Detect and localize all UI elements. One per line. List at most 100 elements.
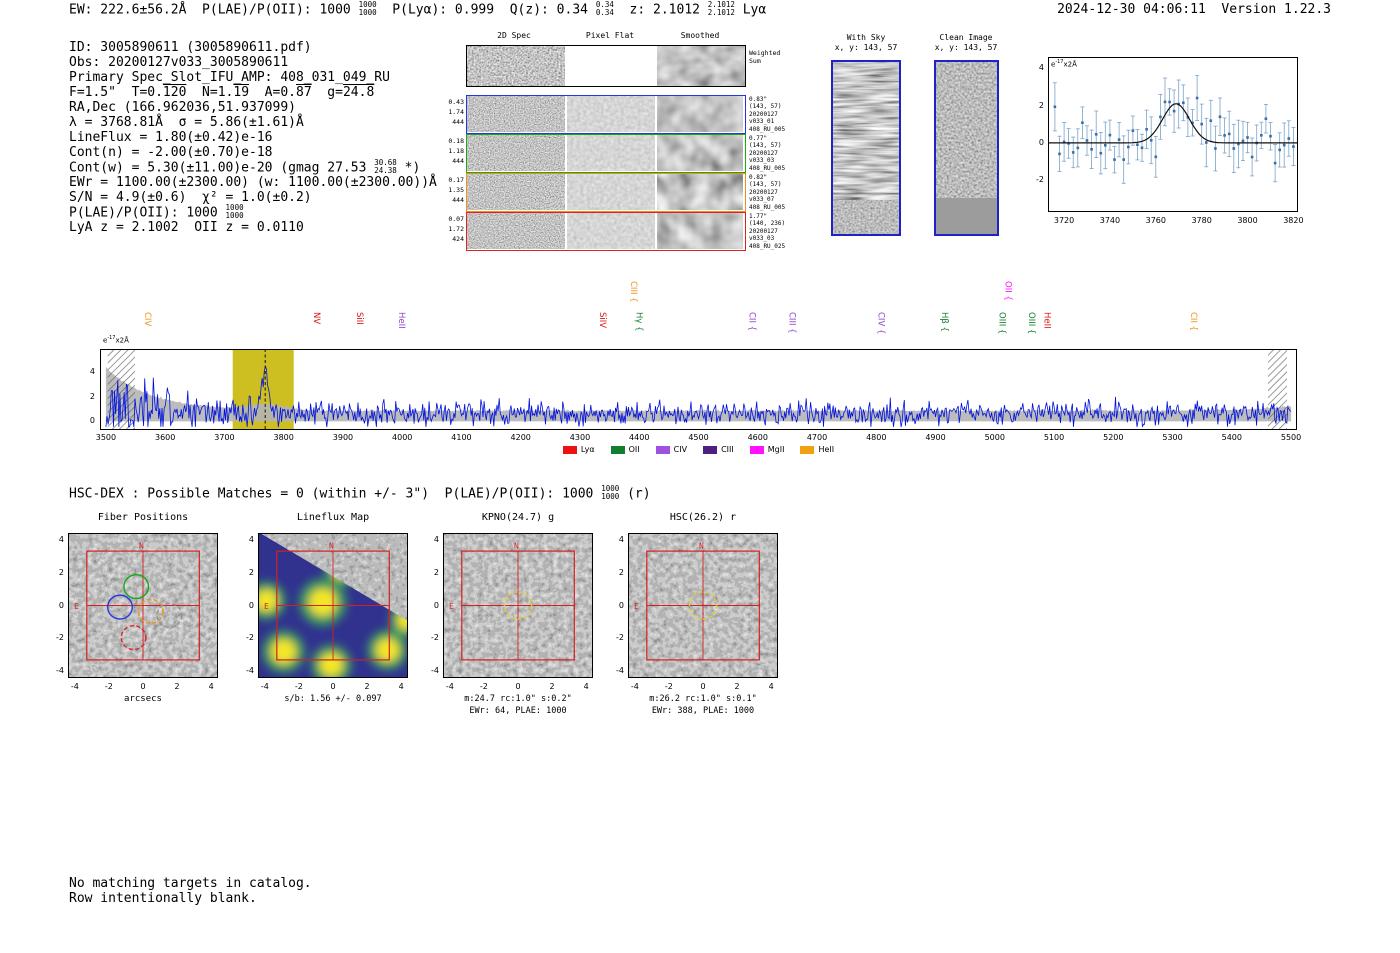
spectrum-x-tick-label: 4800	[866, 433, 887, 442]
fiber-strip-2d	[467, 96, 565, 132]
cutout-x-tick-label: 2	[174, 682, 180, 691]
fit-x-tick-label: 3780	[1191, 216, 1212, 225]
spectrum-x-tick-label: 4400	[629, 433, 650, 442]
fiber-row	[466, 173, 746, 212]
cutout-x-tick-label: 2	[364, 682, 370, 691]
emission-line-label: NV	[310, 312, 321, 325]
emission-line-label: SiIV	[597, 312, 607, 329]
strip-left-labels: 0.17 1.35 444	[448, 176, 464, 204]
cutout-title-lineflux_map: Lineflux Map	[296, 512, 370, 523]
spectrum-x-tick-label: 4600	[747, 433, 768, 442]
spectrum-x-tick-label: 3800	[273, 433, 294, 442]
cutout-y-tick-label: 0	[58, 600, 64, 610]
info-line: ID: 3005890611 (3005890611.pdf)	[69, 40, 312, 55]
hscdex-summary: HSC-DEX : Possible Matches = 0 (within +…	[69, 484, 651, 502]
strip-right-labels: 0.83" (143, 57) 20200127 v033_01 408_RU_005	[749, 96, 786, 133]
emission-line-label: CIV {	[875, 312, 886, 335]
emission-line-label: CIII {	[627, 281, 638, 303]
svg-text:E: E	[634, 602, 639, 611]
legend-label: MgII	[767, 445, 785, 454]
spectrum-x-tick-label: 3700	[214, 433, 235, 442]
emission-line-label: HeII	[396, 312, 407, 329]
spectrum-y-tick-label: 2	[89, 391, 95, 401]
spectrum-x-tick-label: 3600	[154, 433, 176, 442]
stacked-fraction: 1000 1000	[358, 0, 377, 17]
timestamp-version: 2024-12-30 04:06:11 Version 1.22.3	[1057, 2, 1331, 17]
legend-item: MgII	[749, 445, 785, 454]
cutout-caption: m:26.2 rc:1.0" s:0.1"	[649, 694, 757, 704]
info-line: P(LAE)/P(OII): 1000 1000 1000	[69, 203, 244, 221]
fiber-row	[466, 95, 746, 134]
cutout-x-tick-label: 0	[140, 682, 146, 691]
detection-summary-line: EW: 222.6±56.2Å P(LAE)/P(OII): 1000 1000…	[69, 0, 767, 18]
cutout-x-tick-label: 2	[734, 682, 740, 691]
cutout-x-tick-label: -4	[260, 682, 269, 691]
spectrum-ylabel: e-17x2Å	[103, 335, 129, 345]
legend-item: HeII	[800, 445, 834, 454]
spectrum-x-tick-label: 5400	[1221, 433, 1242, 442]
fiber-strip-2d	[467, 213, 565, 249]
cutout-x-tick-label: 4	[583, 682, 589, 691]
weighted-sum-label: Weighted Sum	[749, 49, 781, 66]
svg-text:E: E	[264, 602, 269, 611]
with-sky-title: With Sky	[846, 33, 886, 42]
emission-line-label: HeII	[1041, 312, 1052, 329]
weighted-sum-2d	[467, 46, 565, 86]
strip-right-labels: 1.77" (140, 236) 20200127 v033_03 408_RU_025	[749, 213, 786, 250]
spectrum-x-tick-label: 4500	[688, 433, 709, 442]
info-line: LineFlux = 1.80(±0.42)e-16	[69, 130, 273, 145]
spectrum-x-tick-label: 5100	[1043, 433, 1065, 442]
fiber-row	[466, 134, 746, 173]
emission-line-label: CII {	[746, 312, 757, 332]
column-title: Pixel Flat	[585, 31, 635, 40]
info-line: λ = 3768.81Å σ = 5.86(±1.61)Å	[69, 115, 304, 130]
cutout-x-tick-label: 4	[208, 682, 214, 691]
strip-left-labels: 0.43 1.74 444	[448, 98, 464, 126]
emission-line-label: CII {	[1187, 312, 1198, 332]
cutout-x-tick-label: -4	[70, 682, 79, 691]
emission-line-label: OII {	[1002, 281, 1013, 301]
spectrum-x-tick-label: 3500	[95, 433, 117, 442]
legend-label: Lyα	[580, 445, 595, 454]
svg-text:N: N	[699, 542, 704, 551]
cutout-y-tick-label: -2	[616, 633, 624, 643]
fit-y-tick-label: -2	[1036, 175, 1044, 185]
info-line: S/N = 4.9(±0.6) χ² = 1.0(±0.2)	[69, 190, 312, 205]
spectrum-x-tick-label: 4100	[451, 433, 472, 442]
cutout-caption: s/b: 1.56 +/- 0.097	[284, 694, 382, 704]
clean-image-grey-block	[936, 198, 997, 234]
emission-line-label: SiII	[354, 312, 365, 325]
cutout-y-tick-label: -4	[246, 666, 254, 676]
fit-x-tick-label: 3740	[1099, 216, 1121, 225]
full-spectrum-plot	[100, 349, 1297, 430]
legend-label: CIII	[721, 445, 734, 454]
cutout-caption-2: EWr: 64, PLAE: 1000	[469, 706, 567, 716]
weighted-sum-strip	[466, 45, 746, 87]
stacked-fraction: 30.68 24.38	[374, 158, 397, 175]
fit-y-tick-label: 0	[1038, 137, 1044, 147]
cutout-xlabel: arcsecs	[124, 694, 162, 704]
spectrum-x-tick-label: 5000	[984, 433, 1005, 442]
cutout-y-tick-label: 2	[618, 567, 624, 577]
legend-item: OII	[610, 445, 640, 454]
footer-note-1: No matching targets in catalog.	[69, 876, 312, 891]
legend-item: CIII	[703, 445, 734, 454]
legend-swatch	[655, 445, 670, 454]
svg-text:E: E	[74, 602, 79, 611]
strip-right-labels: 0.82" (143, 57) 20200127 v033_07 408_RU_005	[749, 174, 786, 211]
legend-swatch	[610, 445, 625, 454]
info-line: LyA z = 2.1002 OII z = 0.0110	[69, 220, 304, 235]
stacked-fraction: 1000 1000	[601, 484, 620, 501]
emission-line-label: CIII {	[786, 312, 797, 334]
cutout-y-tick-label: 2	[248, 567, 254, 577]
cutout-x-tick-label: -2	[664, 682, 673, 691]
strip-right-labels: 0.77" (143, 57) 20200127 v033_03 408_RU_005	[749, 135, 786, 172]
cutout-x-tick-label: 4	[398, 682, 404, 691]
legend-label: HeII	[818, 445, 835, 454]
cutout-y-tick-label: 2	[433, 567, 439, 577]
cutout-y-tick-label: -4	[616, 666, 624, 676]
cutout-title-fiber_positions: Fiber Positions	[97, 512, 189, 523]
cutout-y-tick-label: 4	[58, 534, 64, 544]
